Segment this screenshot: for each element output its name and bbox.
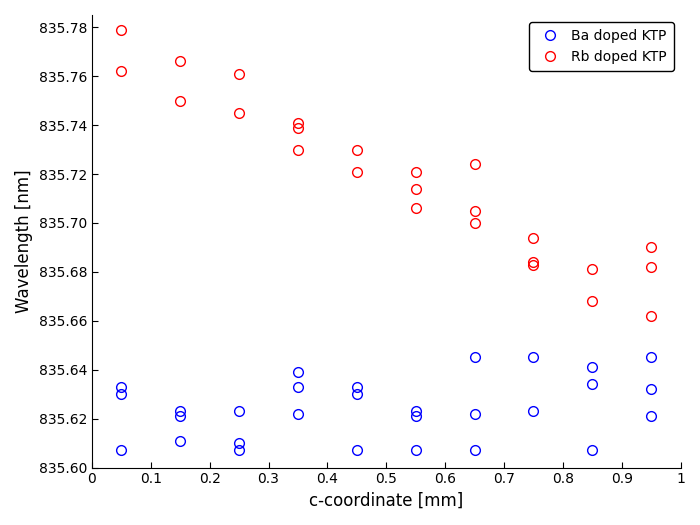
Rb doped KTP	[294, 146, 302, 153]
Rb doped KTP	[647, 244, 655, 250]
Rb doped KTP	[353, 169, 361, 175]
Ba doped KTP	[470, 354, 479, 361]
Rb doped KTP	[647, 313, 655, 319]
Rb doped KTP	[235, 70, 244, 77]
Ba doped KTP	[353, 391, 361, 397]
X-axis label: c-coordinate [mm]: c-coordinate [mm]	[309, 492, 463, 510]
Rb doped KTP	[529, 259, 538, 265]
Legend: Ba doped KTP, Rb doped KTP: Ba doped KTP, Rb doped KTP	[529, 22, 673, 71]
Rb doped KTP	[176, 98, 184, 104]
Ba doped KTP	[588, 381, 596, 387]
Ba doped KTP	[117, 391, 125, 397]
Line: Rb doped KTP: Rb doped KTP	[116, 25, 656, 321]
Ba doped KTP	[117, 447, 125, 454]
Rb doped KTP	[588, 298, 596, 304]
Ba doped KTP	[470, 447, 479, 454]
Ba doped KTP	[412, 413, 420, 419]
Ba doped KTP	[235, 408, 244, 414]
Rb doped KTP	[412, 205, 420, 212]
Ba doped KTP	[412, 447, 420, 454]
Rb doped KTP	[353, 146, 361, 153]
Ba doped KTP	[235, 447, 244, 454]
Rb doped KTP	[412, 185, 420, 192]
Rb doped KTP	[176, 58, 184, 65]
Ba doped KTP	[176, 437, 184, 444]
Ba doped KTP	[294, 369, 302, 375]
Rb doped KTP	[588, 266, 596, 272]
Rb doped KTP	[529, 235, 538, 241]
Ba doped KTP	[588, 364, 596, 371]
Ba doped KTP	[353, 447, 361, 454]
Line: Ba doped KTP: Ba doped KTP	[116, 353, 656, 455]
Ba doped KTP	[294, 411, 302, 417]
Ba doped KTP	[117, 384, 125, 390]
Ba doped KTP	[647, 354, 655, 361]
Rb doped KTP	[470, 161, 479, 167]
Y-axis label: Wavelength [nm]: Wavelength [nm]	[15, 170, 33, 313]
Rb doped KTP	[117, 27, 125, 33]
Rb doped KTP	[117, 68, 125, 75]
Ba doped KTP	[529, 354, 538, 361]
Rb doped KTP	[647, 264, 655, 270]
Ba doped KTP	[235, 440, 244, 446]
Rb doped KTP	[470, 207, 479, 214]
Ba doped KTP	[588, 447, 596, 454]
Ba doped KTP	[412, 408, 420, 414]
Rb doped KTP	[529, 261, 538, 268]
Rb doped KTP	[294, 120, 302, 126]
Ba doped KTP	[176, 408, 184, 414]
Ba doped KTP	[529, 408, 538, 414]
Rb doped KTP	[294, 124, 302, 131]
Rb doped KTP	[412, 169, 420, 175]
Rb doped KTP	[235, 110, 244, 116]
Ba doped KTP	[353, 384, 361, 390]
Ba doped KTP	[647, 386, 655, 393]
Ba doped KTP	[294, 384, 302, 390]
Ba doped KTP	[647, 413, 655, 419]
Ba doped KTP	[470, 411, 479, 417]
Rb doped KTP	[470, 220, 479, 226]
Ba doped KTP	[176, 413, 184, 419]
